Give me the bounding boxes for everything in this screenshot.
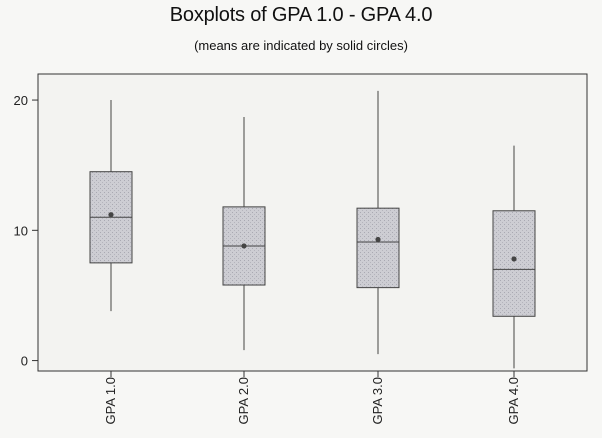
iqr-box [356,207,400,289]
chart-subtitle: (means are indicated by solid circles) [194,38,408,53]
mean-dot [511,256,517,262]
mean-dot [375,236,381,243]
box-1 [89,100,133,312]
mean-dot [241,243,247,249]
category-label: GPA 4.0 [506,377,521,424]
category-label: GPA 2.0 [236,377,251,424]
box-2 [222,116,266,351]
boxes [89,90,536,369]
box-3 [356,90,400,355]
y-axis: 0 10 20 [14,93,38,369]
category-label: GPA 3.0 [370,377,385,424]
chart-title: Boxplots of GPA 1.0 - GPA 4.0 [169,4,433,26]
mean-dot [108,212,114,218]
y-tick-label: 0 [21,354,28,369]
y-tick-label: 10 [14,223,28,238]
category-label: GPA 1.0 [103,377,118,424]
box-4 [492,145,536,369]
y-tick-label: 20 [14,93,28,108]
iqr-box [492,210,536,317]
x-axis-labels: GPA 1.0 GPA 2.0 GPA 3.0 GPA 4.0 [103,371,521,424]
